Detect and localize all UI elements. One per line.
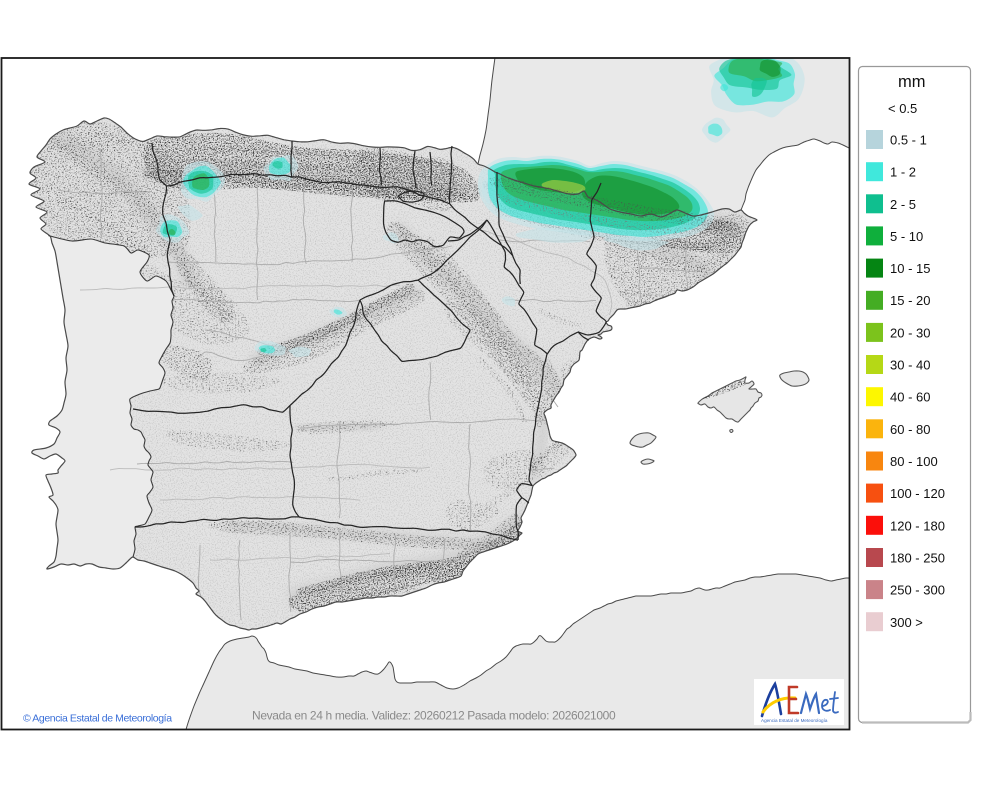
svg-text:5 - 10: 5 - 10	[890, 229, 923, 244]
svg-text:250 - 300: 250 - 300	[890, 583, 945, 598]
svg-text:80 - 100: 80 - 100	[890, 454, 938, 469]
svg-text:120 - 180: 120 - 180	[890, 518, 945, 533]
svg-text:60 - 80: 60 - 80	[890, 422, 930, 437]
svg-text:40 - 60: 40 - 60	[890, 390, 930, 405]
svg-text:15 - 20: 15 - 20	[890, 293, 930, 308]
svg-text:300 >: 300 >	[890, 615, 923, 630]
svg-text:20 - 30: 20 - 30	[890, 325, 930, 340]
svg-text:mm: mm	[898, 73, 926, 91]
svg-text:< 0.5: < 0.5	[888, 101, 917, 116]
svg-text:180 - 250: 180 - 250	[890, 551, 945, 566]
svg-text:1 - 2: 1 - 2	[890, 165, 916, 180]
svg-text:2 - 5: 2 - 5	[890, 197, 916, 212]
svg-text:Agencia Estatal de Meteorologí: Agencia Estatal de Meteorología	[761, 718, 828, 723]
svg-text:0.5 - 1: 0.5 - 1	[890, 133, 927, 148]
svg-text:30 - 40: 30 - 40	[890, 358, 930, 373]
svg-text:10 - 15: 10 - 15	[890, 261, 930, 276]
svg-text:100 - 120: 100 - 120	[890, 486, 945, 501]
svg-text:© Agencia Estatal de Meteorolo: © Agencia Estatal de Meteorología	[23, 713, 172, 725]
svg-text:Nevada en 24 h media. Validez:: Nevada en 24 h media. Validez: 20260212 …	[252, 709, 616, 723]
